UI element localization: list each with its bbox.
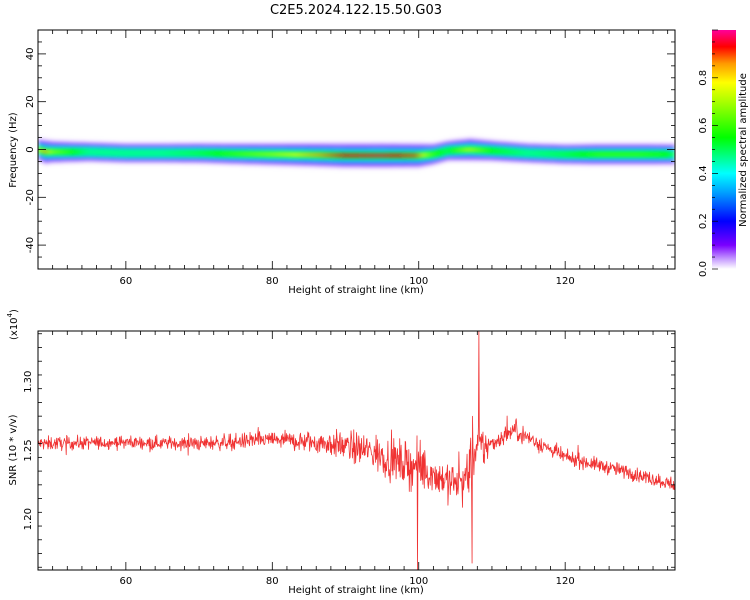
- snr-y-tick-label: 1.30: [23, 371, 34, 393]
- snr-x-label: Height of straight line (km): [288, 585, 424, 596]
- figure-title: C2E5.2024.122.15.50.G03: [270, 3, 442, 18]
- snr-axes-frame: [37, 330, 676, 571]
- colorbar-tick-label: 0.8: [698, 70, 709, 86]
- snr-ticks: 60 80 100 120 1.30 1.25 1.20: [23, 331, 675, 587]
- spectrogram-x-label: Height of straight line (km): [288, 285, 424, 296]
- spectrogram-y-tick-label: 40: [25, 48, 36, 61]
- spectrogram-heatmap: [38, 137, 675, 169]
- spectrogram-x-tick-label: 120: [556, 276, 575, 287]
- spectrogram-y-label: Frequency (Hz): [8, 112, 19, 188]
- snr-x-tick-label: 80: [266, 576, 279, 587]
- colorbar-gradient: [712, 30, 736, 269]
- spectrogram-band-4: [38, 145, 675, 160]
- spectrogram-ticks: 60 80 100 120 40 20 0 -20 -40: [25, 29, 675, 287]
- spectrogram-y-tick-label: 0: [25, 146, 36, 152]
- snr-exponent-label: (x104): [6, 309, 20, 340]
- spectrogram-y-tick-label: -20: [25, 189, 36, 205]
- spectrogram-y-tick-label: 20: [25, 95, 36, 108]
- colorbar-ticks: 0.0 0.2 0.4 0.6 0.8: [698, 29, 718, 277]
- snr-series: [38, 331, 675, 570]
- snr-y-tick-label: 1.25: [23, 439, 34, 461]
- snr-x-tick-label: 120: [556, 576, 575, 587]
- snr-series-line: [38, 331, 675, 570]
- colorbar-tick-label: 0.6: [698, 118, 709, 134]
- spectrogram-x-tick-label: 80: [266, 276, 279, 287]
- colorbar-tick-label: 0.4: [698, 165, 709, 181]
- colorbar: 0.0 0.2 0.4 0.6 0.8 Normalized spectral ampl…: [698, 29, 749, 277]
- colorbar-label: Normalized spectral amplitude: [738, 73, 749, 227]
- colorbar-tick-label: 0.0: [698, 261, 709, 277]
- colorbar-tick-label: 0.2: [698, 213, 709, 229]
- spectrogram-panel: 60 80 100 120 40 20 0 -20 -40 Height of straight…: [8, 29, 676, 296]
- snr-x-tick-label: 100: [409, 576, 428, 587]
- snr-panel: 60 80 100 120 1.30 1.25 1.20 Height of straigh…: [6, 309, 676, 596]
- spectrogram-y-tick-label: -40: [25, 237, 36, 253]
- snr-x-tick-label: 60: [119, 576, 132, 587]
- spectrogram-x-tick-label: 60: [119, 276, 132, 287]
- svg-text:(x104): (x104): [6, 309, 20, 340]
- snr-y-label: SNR (10 * v/v): [8, 414, 19, 485]
- snr-y-tick-label: 1.20: [23, 508, 34, 530]
- spectrogram-x-tick-label: 100: [409, 276, 428, 287]
